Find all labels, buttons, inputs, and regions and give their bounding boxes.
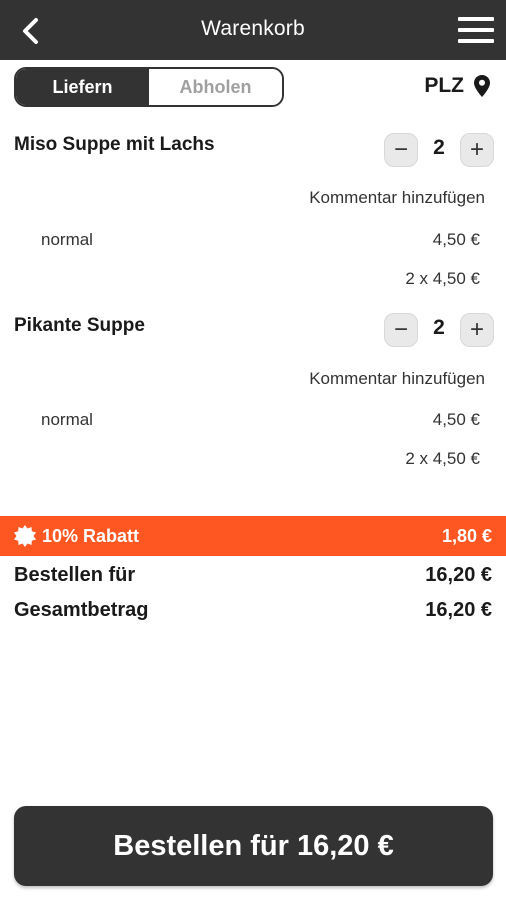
place-order-button[interactable]: Bestellen für 16,20 € [14,806,493,886]
unit-price: 4,50 € [432,230,480,249]
discount-bar: 10% Rabatt 1,80 € [0,516,506,556]
location-pin-icon [474,75,490,97]
line-total: 2 x 4,50 € [405,269,480,288]
quantity-stepper: − 2 + [384,313,494,347]
delivery-mode-toggle: Liefern Abholen [14,67,284,107]
decrease-quantity-button[interactable]: − [384,133,418,167]
toggle-option-liefern[interactable]: Liefern [16,69,149,105]
plz-label: PLZ [424,74,464,97]
decrease-quantity-button[interactable]: − [384,313,418,347]
increase-quantity-button[interactable]: + [460,313,494,347]
cart-item-name: Pikante Suppe [14,315,145,336]
item-variant: normal [41,230,93,249]
quantity-stepper: − 2 + [384,133,494,167]
quantity-value: 2 [433,136,445,159]
menu-button[interactable] [456,14,496,46]
toggle-option-abholen[interactable]: Abholen [149,69,282,105]
increase-quantity-button[interactable]: + [460,133,494,167]
unit-price: 4,50 € [432,410,480,429]
total-row: Gesamtbetrag 16,20 € [14,599,492,622]
line-total: 2 x 4,50 € [405,449,480,468]
total-label: Gesamtbetrag [14,599,149,621]
discount-amount: 1,80 € [441,525,492,546]
back-button[interactable] [14,14,48,48]
minus-icon: − [393,316,408,343]
plus-icon: + [469,136,484,163]
minus-icon: − [393,136,408,163]
add-comment-link[interactable]: Kommentar hinzufügen [309,188,485,207]
back-arrow-icon [23,18,38,44]
quantity-value: 2 [433,316,445,339]
order-for-value: 16,20 € [425,564,492,586]
plus-icon: + [469,316,484,343]
total-value: 16,20 € [425,599,492,621]
top-app-bar: Warenkorb [0,0,506,60]
page-title: Warenkorb [201,17,305,40]
cart-item-name: Miso Suppe mit Lachs [14,134,215,155]
postal-code-selector[interactable]: PLZ [424,74,490,98]
add-comment-link[interactable]: Kommentar hinzufügen [309,369,485,388]
item-variant: normal [41,410,93,429]
discount-label: 10% Rabatt [42,525,140,546]
discount-badge-icon [14,525,36,547]
order-for-row: Bestellen für 16,20 € [14,564,492,587]
order-for-label: Bestellen für [14,564,136,586]
